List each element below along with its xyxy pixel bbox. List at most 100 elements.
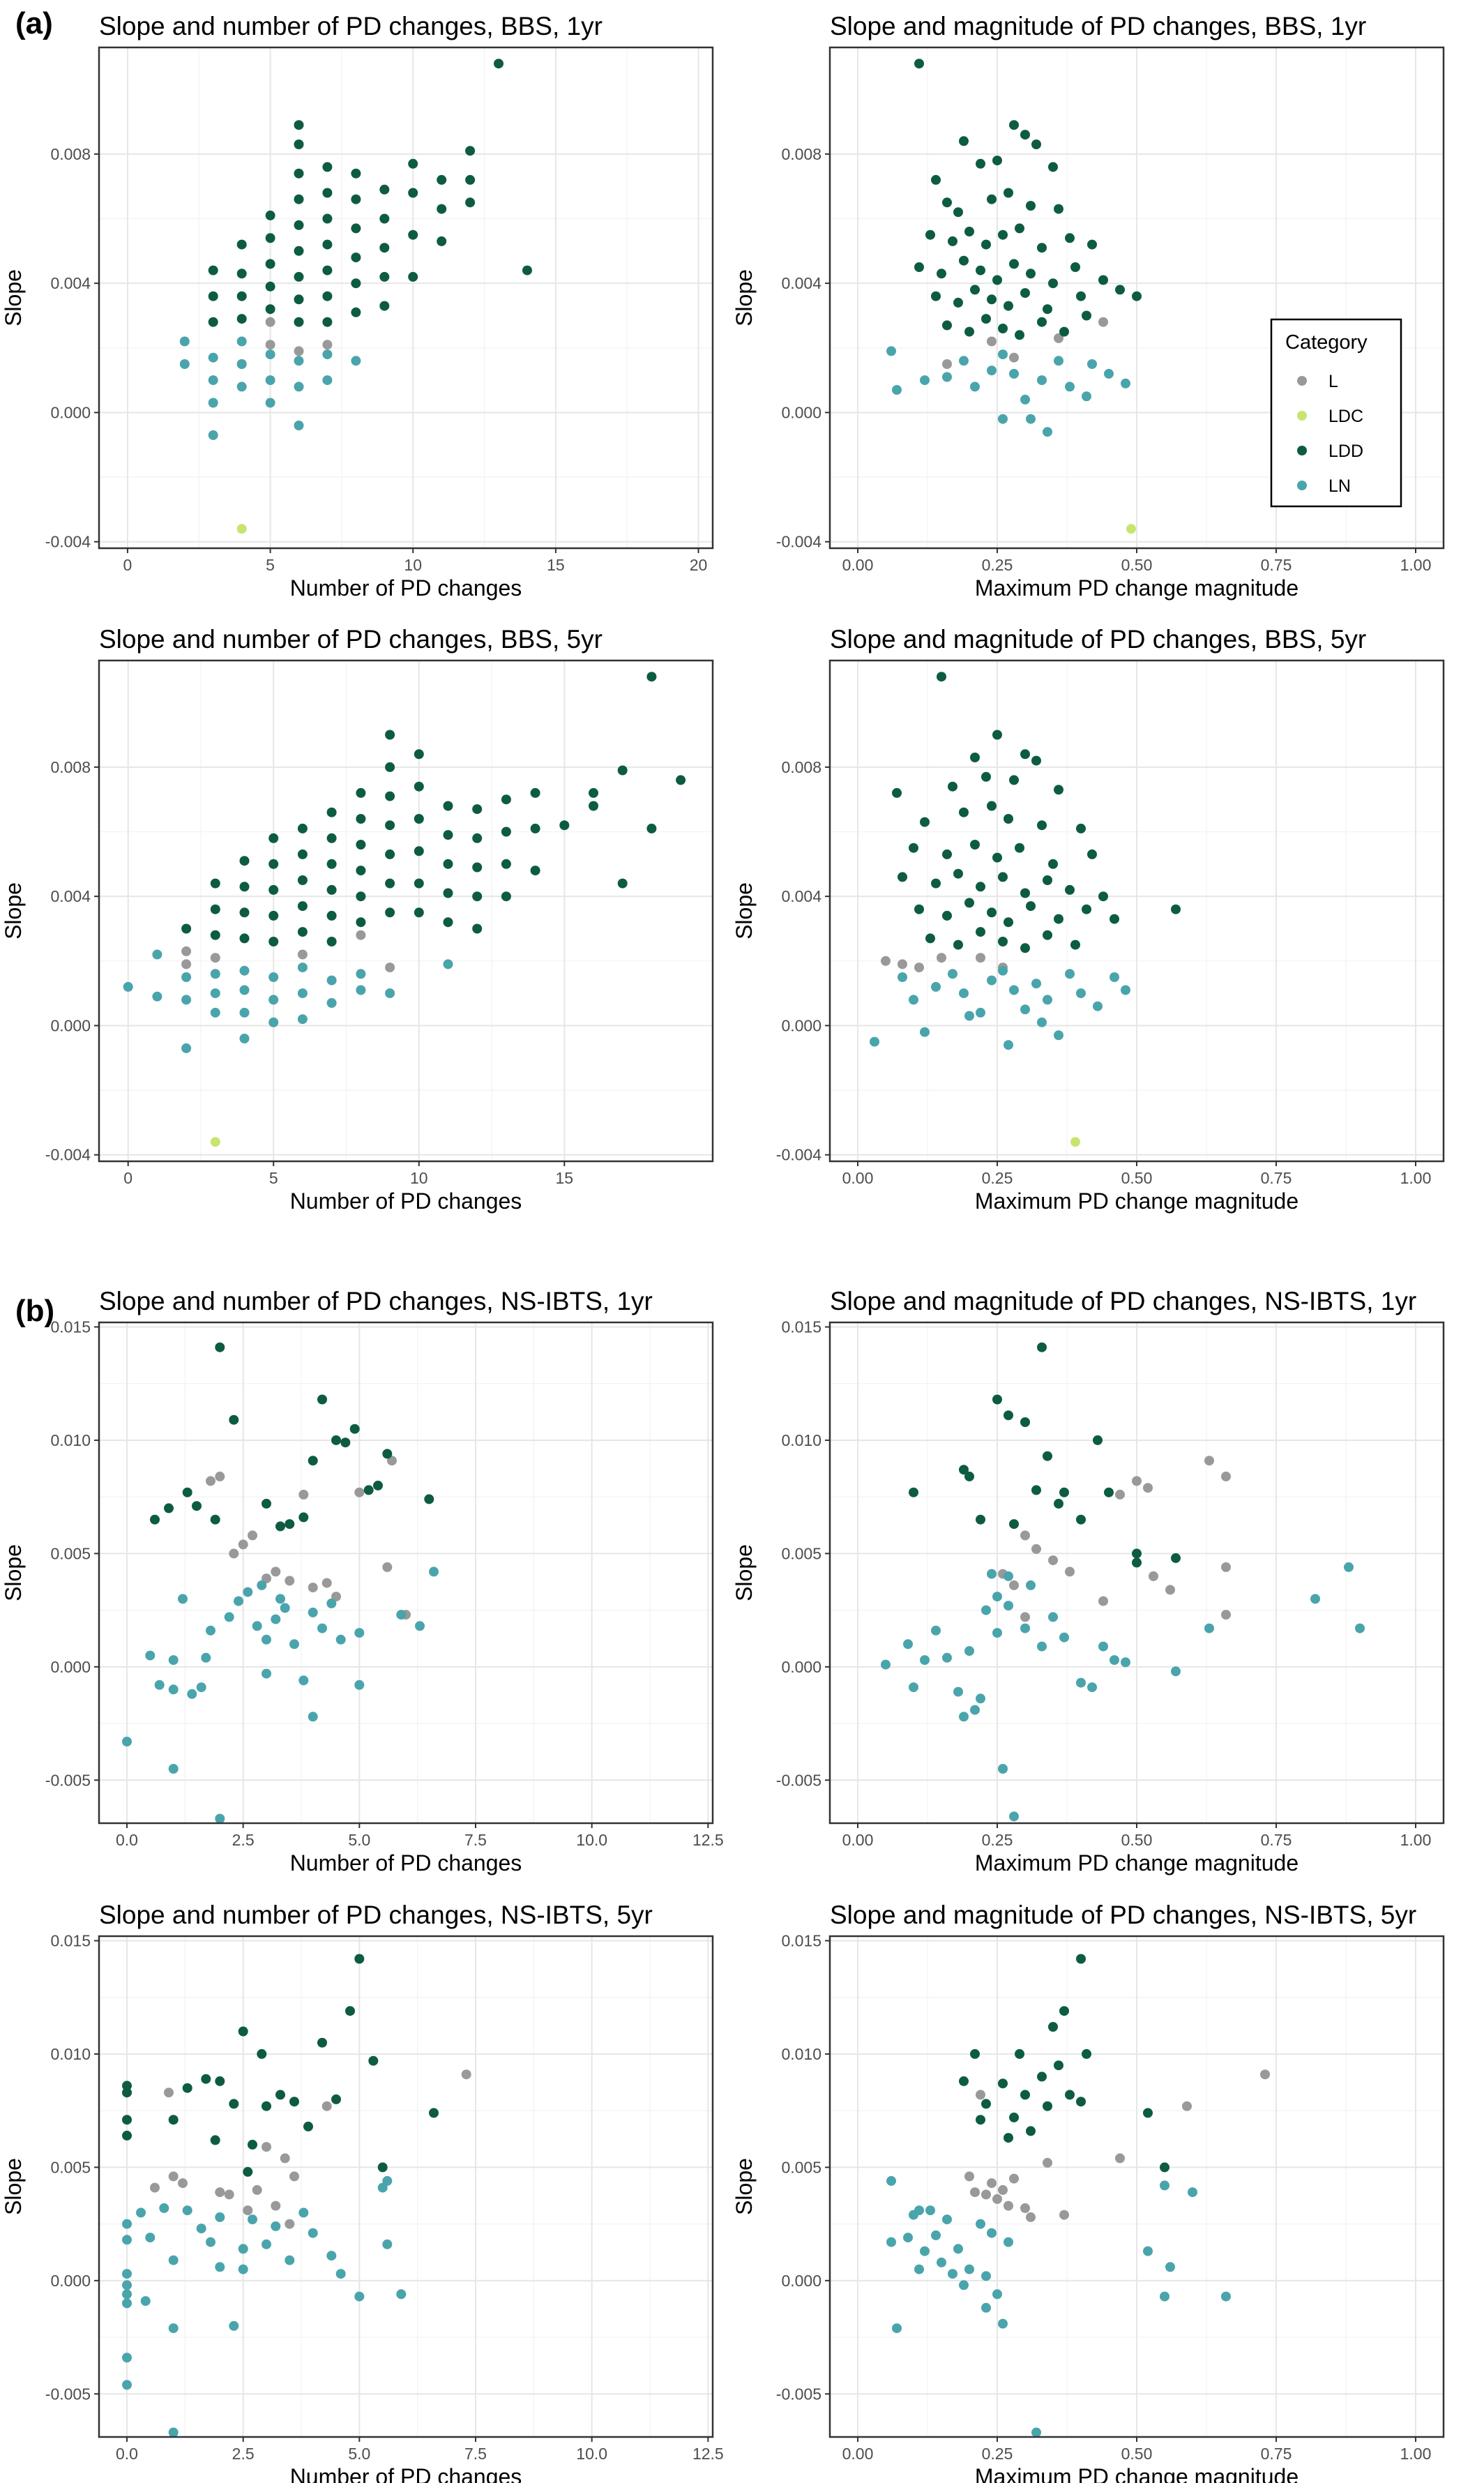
point-ln [886, 2237, 896, 2247]
point-ln [964, 2264, 974, 2274]
data-points [886, 59, 1142, 534]
point-ldd [356, 787, 366, 798]
y-tick-label: 0.008 [781, 145, 821, 163]
point-ldd [1115, 285, 1125, 295]
point-l [150, 2182, 160, 2193]
point-l [356, 930, 366, 940]
point-l [178, 2178, 188, 2189]
point-ldd [385, 730, 395, 740]
point-l [298, 1489, 309, 1500]
point-ldd [408, 271, 418, 282]
point-ldd [472, 891, 483, 902]
point-ldd [408, 158, 418, 169]
point-ln [998, 2318, 1008, 2329]
point-ln [122, 2298, 132, 2309]
point-ln [1065, 382, 1075, 392]
point-ldd [1076, 2097, 1086, 2107]
point-ldd [970, 753, 980, 762]
point-ln [903, 2233, 913, 2243]
point-l [248, 1530, 257, 1541]
point-ln [892, 2323, 902, 2334]
point-ldd [379, 243, 390, 253]
point-ldd [385, 820, 395, 831]
point-ldd [236, 239, 247, 250]
point-ldd [1160, 2162, 1169, 2173]
point-l [1009, 2173, 1019, 2184]
chart-title: Slope and magnitude of PD changes, NS-IB… [830, 1287, 1416, 1315]
x-tick-label: 1.00 [1400, 2445, 1432, 2463]
point-ln [898, 972, 907, 982]
point-ln [881, 1659, 891, 1670]
point-l [322, 340, 333, 350]
point-ln [280, 1603, 290, 1613]
point-ln [168, 2323, 179, 2334]
point-l [1115, 2153, 1125, 2164]
y-tick-label: -0.005 [776, 2385, 821, 2403]
point-ln [201, 1652, 211, 1663]
x-axis-label: Number of PD changes [290, 1850, 522, 1876]
point-ldd [377, 2162, 388, 2173]
point-ldd [465, 146, 476, 156]
point-ldd [239, 882, 250, 892]
point-ldd [414, 878, 424, 889]
point-l [1260, 2069, 1270, 2080]
point-ldd [1043, 304, 1052, 315]
point-ldd [317, 2037, 327, 2048]
point-ln [239, 1034, 250, 1043]
point-ln [239, 985, 250, 995]
y-tick-label: 0.000 [50, 1658, 91, 1676]
point-ldd [385, 849, 395, 859]
point-ln [181, 995, 192, 1005]
chart-title: Slope and magnitude of PD changes, BBS, … [830, 12, 1366, 40]
point-l [289, 2171, 299, 2182]
point-l [1221, 1562, 1231, 1572]
point-ldd [297, 875, 308, 885]
y-tick-label: -0.005 [776, 1771, 821, 1789]
point-ldd [326, 859, 337, 869]
point-ln [271, 1614, 281, 1624]
point-ln [298, 2207, 309, 2218]
point-ln [948, 969, 957, 979]
point-ldd [1026, 269, 1036, 279]
point-ldd [472, 923, 483, 934]
point-l [238, 1539, 248, 1550]
x-axis-label: Number of PD changes [290, 1188, 522, 1214]
point-ln [886, 2175, 896, 2186]
point-ldd [289, 2097, 299, 2107]
point-l [461, 2069, 471, 2080]
point-ldd [530, 787, 540, 798]
point-l [1043, 2157, 1052, 2168]
point-l [1009, 1580, 1019, 1590]
point-ldd [368, 2055, 379, 2066]
point-ldd [1004, 917, 1013, 928]
point-ldd [1082, 904, 1091, 914]
point-ldd [326, 833, 337, 843]
point-ldd [987, 194, 997, 204]
point-ln [998, 1764, 1008, 1774]
point-ln [322, 375, 333, 386]
x-tick-label: 0.0 [116, 1831, 138, 1849]
point-ldd [914, 904, 924, 914]
point-ln [998, 414, 1008, 424]
point-ln [415, 1621, 425, 1631]
point-ln [356, 969, 366, 979]
gridlines [99, 47, 713, 548]
gridlines [830, 1322, 1444, 1823]
point-ln [187, 1689, 197, 1699]
point-l [1004, 2201, 1013, 2211]
x-tick-label: 0.25 [982, 1169, 1013, 1187]
point-ldd [530, 866, 540, 876]
point-ln [1204, 1623, 1214, 1633]
point-ldd [1132, 1548, 1142, 1559]
y-tick-label: 0.010 [781, 2045, 821, 2063]
point-ln [987, 2228, 997, 2238]
point-ln [210, 1007, 220, 1018]
point-l [898, 959, 907, 969]
point-ln [122, 2380, 132, 2390]
point-ln [152, 949, 162, 960]
point-ldd [239, 856, 250, 866]
y-tick-label: 0.000 [781, 1658, 821, 1676]
x-tick-label: 5 [269, 1169, 278, 1187]
point-ln [942, 1652, 952, 1663]
point-ldd [1031, 139, 1041, 149]
